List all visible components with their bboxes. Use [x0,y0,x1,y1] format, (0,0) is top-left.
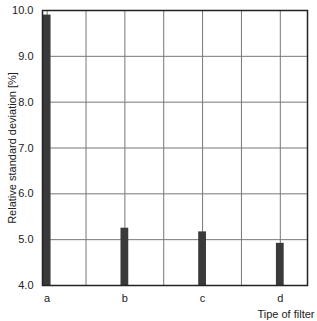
svg-text:c: c [200,292,206,304]
svg-text:a: a [44,292,51,304]
svg-text:8.0: 8.0 [18,96,33,108]
svg-text:Relative standard deviation [%: Relative standard deviation [%] [6,72,18,224]
svg-text:b: b [122,292,128,304]
svg-text:Tipe of filter: Tipe of filter [257,308,314,320]
svg-text:7.0: 7.0 [18,142,33,154]
svg-text:5.0: 5.0 [18,233,33,245]
svg-text:6.0: 6.0 [18,187,33,199]
svg-text:4.0: 4.0 [18,279,33,291]
svg-text:d: d [277,292,283,304]
svg-text:9.0: 9.0 [18,50,33,62]
svg-text:10.0: 10.0 [12,4,33,16]
